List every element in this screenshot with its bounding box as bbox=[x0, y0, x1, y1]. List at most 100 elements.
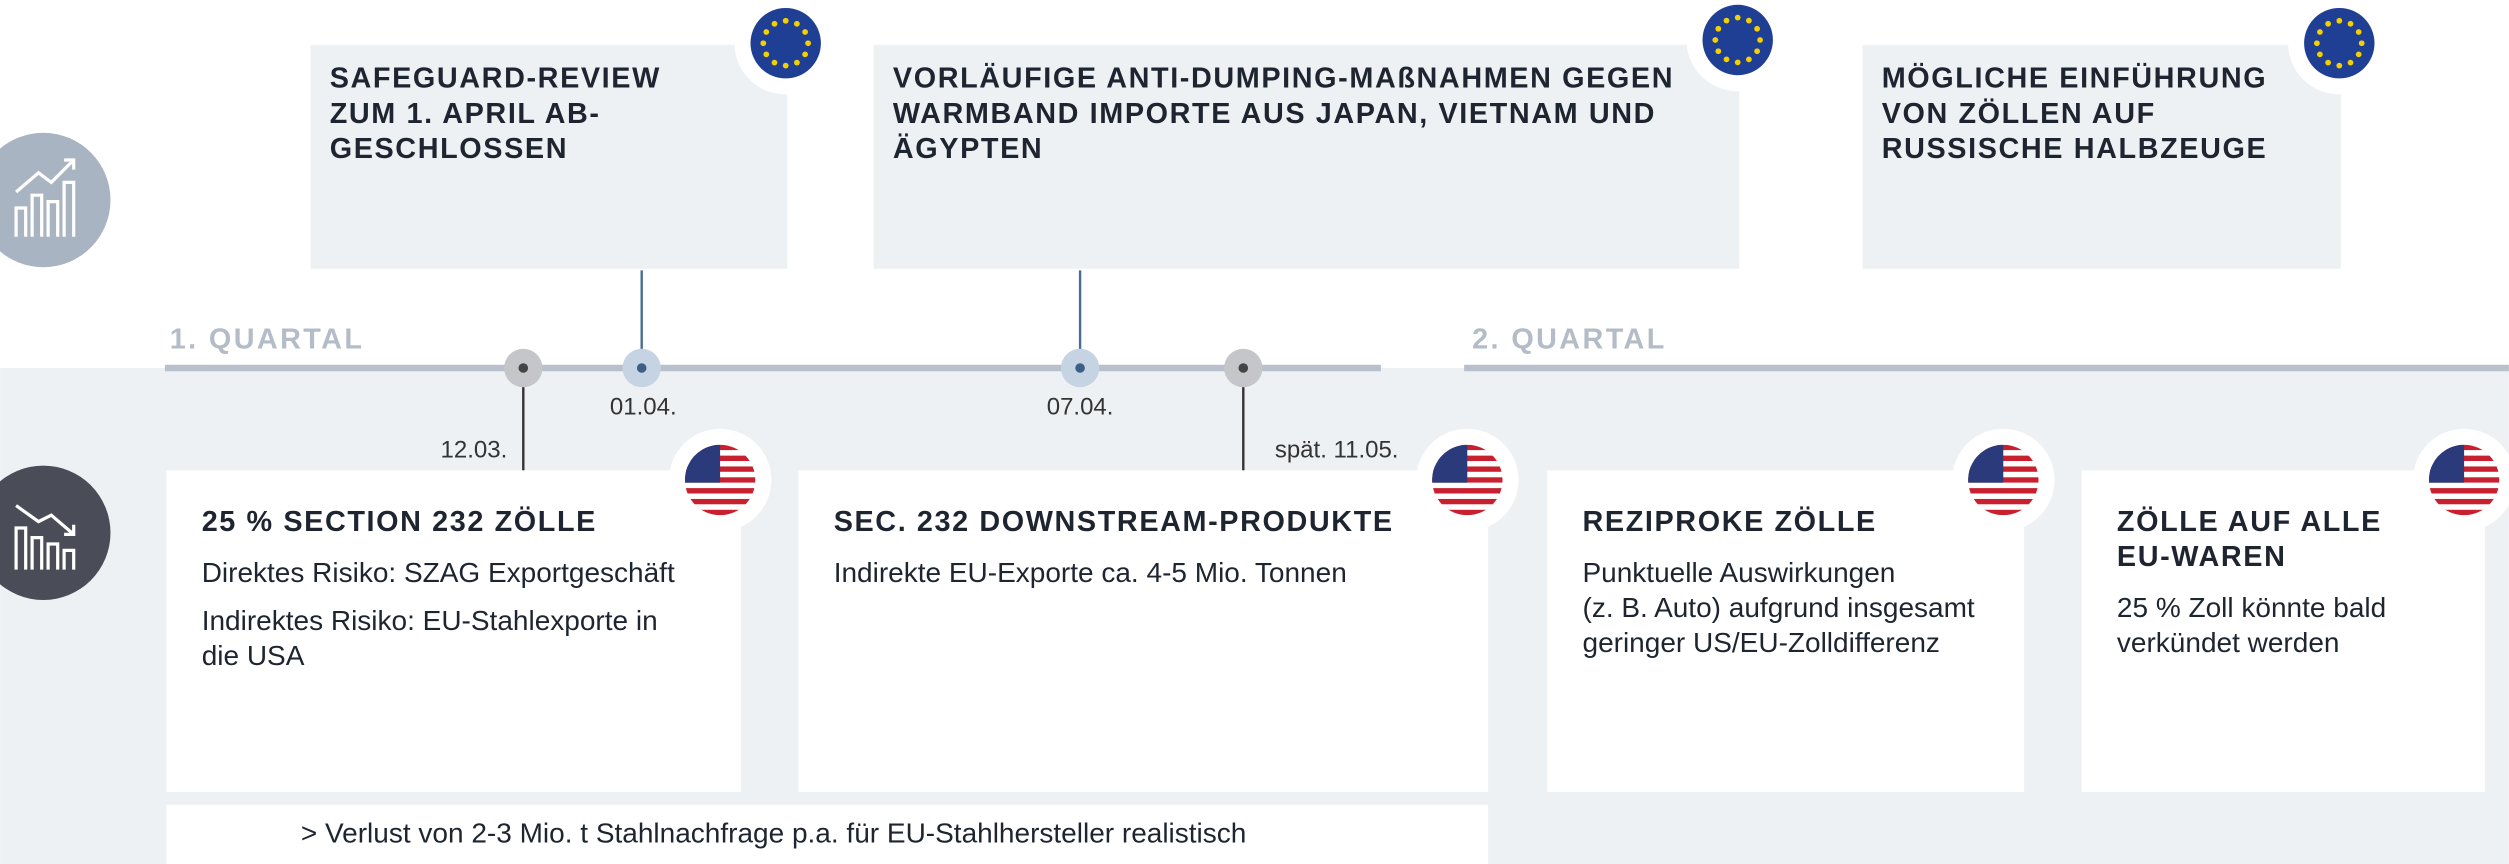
marker-dot bbox=[518, 363, 529, 373]
eu-flag-field bbox=[1702, 4, 1773, 76]
stripe bbox=[1432, 493, 1503, 499]
eu-star bbox=[1715, 25, 1722, 32]
us-stripes bbox=[1968, 444, 2039, 516]
stripe bbox=[2428, 488, 2500, 494]
us-box bbox=[2081, 470, 2485, 792]
stripe bbox=[1968, 482, 2039, 489]
us-flag bbox=[1968, 444, 2039, 516]
stripe bbox=[684, 482, 756, 489]
eu-flag bbox=[2304, 8, 2375, 79]
eu-box bbox=[1862, 44, 2341, 269]
stripe bbox=[1432, 504, 1503, 510]
eu-star bbox=[771, 20, 778, 27]
eu-star bbox=[763, 29, 770, 35]
stripe bbox=[1968, 504, 2039, 510]
stripe bbox=[684, 493, 756, 499]
stripe bbox=[684, 471, 756, 478]
us-body-line: die USA bbox=[202, 640, 305, 671]
stripe bbox=[684, 461, 756, 467]
stripe bbox=[1432, 509, 1503, 516]
date-label: spät. 11.05. bbox=[1275, 437, 1399, 464]
eu-star bbox=[782, 62, 789, 69]
us-body-line: Indirektes Risiko: EU-Stahlexporte in bbox=[202, 605, 658, 636]
eu-title-line: WARMBAND IMPORTE AUS JAPAN, VIETNAM UND bbox=[893, 98, 1656, 130]
stripe bbox=[2428, 482, 2500, 489]
stripe bbox=[684, 504, 756, 510]
eu-star bbox=[2325, 59, 2331, 66]
eu-star bbox=[1734, 14, 1741, 21]
stripe bbox=[684, 466, 756, 472]
eu-star bbox=[2355, 51, 2362, 58]
eu-star bbox=[1723, 17, 1730, 24]
us-title-line: 25 % SECTION 232 ZÖLLE bbox=[202, 505, 597, 538]
us-box bbox=[166, 470, 741, 792]
stripe bbox=[1968, 493, 2039, 499]
stripe bbox=[684, 455, 756, 462]
summary-text: > Verlust von 2-3 Mio. t Stahlnachfrage … bbox=[301, 818, 1246, 849]
us-body-line: verkündet werden bbox=[2117, 627, 2340, 658]
eu-star bbox=[1757, 37, 1763, 43]
us-body-line: Direktes Risiko: SZAG Exportgeschäft bbox=[202, 557, 675, 588]
us-title-line: EU-WAREN bbox=[2117, 541, 2287, 573]
eu-flag bbox=[1702, 4, 1773, 76]
stripe bbox=[1432, 498, 1503, 505]
eu-star bbox=[2358, 40, 2365, 47]
eu-star bbox=[794, 59, 800, 66]
us-body-line: (z. B. Auto) aufgrund insgesamt bbox=[1583, 592, 1975, 623]
date-label: 01.04. bbox=[610, 393, 677, 420]
eu-star bbox=[1734, 59, 1741, 66]
eu-title-line: RUSSISCHE HALBZEUGE bbox=[1882, 133, 2268, 165]
us-body-line: Indirekte EU-Exporte ca. 4-5 Mio. Tonnen bbox=[834, 557, 1347, 588]
date-label: 07.04. bbox=[1047, 393, 1114, 420]
eu-flag-field bbox=[750, 8, 821, 79]
us-stripes bbox=[2428, 444, 2500, 516]
eu-star bbox=[1746, 56, 1752, 63]
eu-star bbox=[1712, 37, 1719, 43]
eu-title-line: ÄGYPTEN bbox=[893, 132, 1043, 165]
eu-star bbox=[2317, 29, 2323, 35]
quarter-label: 2. QUARTAL bbox=[1472, 323, 1667, 355]
stripe bbox=[684, 509, 756, 516]
eu-star bbox=[760, 40, 767, 47]
stripe bbox=[684, 444, 756, 451]
eu-star bbox=[763, 51, 770, 58]
stripe bbox=[1968, 498, 2039, 505]
eu-star bbox=[802, 29, 808, 35]
decline-icon-glyph bbox=[14, 504, 76, 570]
eu-title-line: VON ZÖLLEN AUF bbox=[1882, 97, 2156, 130]
us-body-line: geringer US/EU-Zolldifferenz bbox=[1583, 627, 1940, 658]
stripe bbox=[684, 488, 756, 494]
eu-title-line: MÖGLICHE EINFÜHRUNG bbox=[1882, 62, 2268, 95]
eu-star bbox=[794, 20, 800, 27]
eu-star bbox=[2355, 29, 2362, 35]
eu-title-line: VORLÄUFIGE ANTI-DUMPING-MAßNAHMEN GEGEN bbox=[893, 62, 1674, 95]
eu-star bbox=[2325, 20, 2331, 27]
us-flag bbox=[2428, 444, 2500, 516]
eu-title-line: SAFEGUARD-REVIEW bbox=[330, 63, 661, 95]
stripe bbox=[684, 450, 756, 456]
eu-star bbox=[2314, 40, 2320, 47]
us-title-line: REZIPROKE ZÖLLE bbox=[1583, 505, 1877, 538]
eu-star bbox=[2347, 59, 2354, 66]
stripe bbox=[684, 498, 756, 505]
eu-star bbox=[2336, 62, 2343, 69]
stripe bbox=[1432, 482, 1503, 489]
marker-dot bbox=[636, 363, 647, 373]
us-body-line: Punktuelle Auswirkungen bbox=[1583, 557, 1896, 588]
us-body-line: 25 % Zoll könnte bald bbox=[2117, 592, 2386, 623]
quarter-label: 1. QUARTAL bbox=[170, 323, 365, 355]
stripe bbox=[2428, 498, 2500, 505]
stripe bbox=[1968, 509, 2039, 516]
eu-title-line: GESCHLOSSEN bbox=[330, 133, 568, 165]
us-title-line: ZÖLLE AUF ALLE bbox=[2117, 505, 2382, 538]
eu-star bbox=[782, 17, 789, 24]
stripe bbox=[684, 477, 756, 483]
us-flag bbox=[1432, 444, 1503, 516]
us-box bbox=[798, 470, 1489, 792]
us-stripes bbox=[1432, 444, 1503, 516]
eu-star bbox=[1754, 25, 1760, 32]
eu-star bbox=[1746, 17, 1752, 24]
eu-star bbox=[2347, 20, 2354, 27]
marker-dot bbox=[1238, 363, 1249, 373]
eu-box bbox=[873, 44, 1740, 269]
